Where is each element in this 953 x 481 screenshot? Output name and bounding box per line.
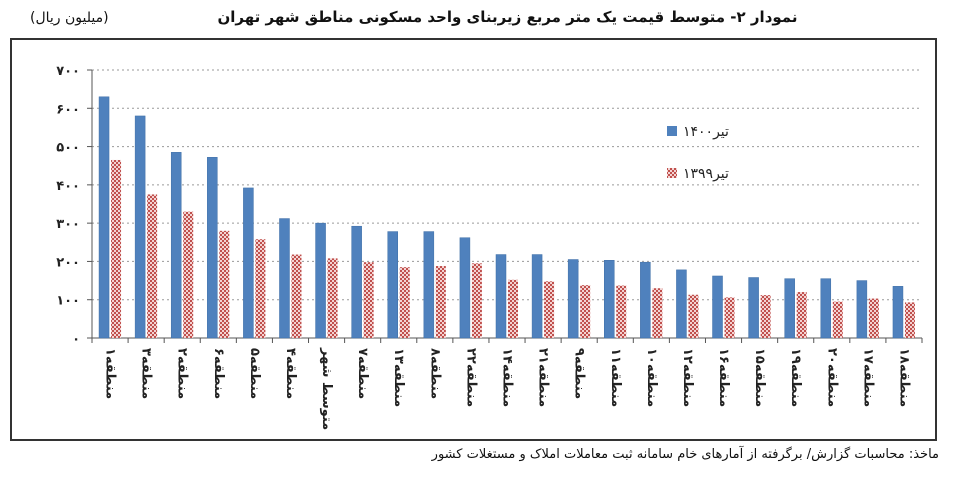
bar-s1399 xyxy=(219,230,230,338)
legend-swatch xyxy=(667,168,677,178)
x-tick-label: منطقه۲۰ xyxy=(824,348,839,407)
bar-s1400 xyxy=(243,187,254,339)
bar-s1400 xyxy=(495,254,507,339)
bar-s1399 xyxy=(724,297,735,338)
x-tick-label: منطقه۱۸ xyxy=(896,348,911,407)
source-note: ماخذ: محاسبات گزارش/ برگرفته از آمارهای … xyxy=(431,447,939,462)
bar-s1400 xyxy=(748,277,759,339)
bar-s1400 xyxy=(856,280,868,339)
x-tick-label: متوسط شهر xyxy=(319,347,334,430)
x-tick-label: منطقه۱۳ xyxy=(391,348,406,407)
bar-s1399 xyxy=(363,262,374,338)
bar-s1399 xyxy=(868,298,879,338)
y-tick-label: ۷۰۰ xyxy=(56,64,80,79)
axes: ۰ ۱۰۰ ۲۰۰ ۳۰۰ ۴۰۰ ۵۰۰ ۶۰۰ ۷۰۰ xyxy=(56,64,923,347)
bar-s1400 xyxy=(784,278,795,339)
bar-s1400 xyxy=(387,231,398,339)
bar-s1399 xyxy=(399,267,410,338)
bar-s1400 xyxy=(134,115,146,339)
grid-lines xyxy=(92,69,922,301)
y-tick-label: ۰ xyxy=(72,332,80,347)
x-tick-label: منطقه۳ xyxy=(139,348,154,399)
bar-s1400 xyxy=(315,222,326,339)
bar-s1400 xyxy=(820,278,832,339)
bar-s1399 xyxy=(111,159,122,338)
chart-title: نمودار ۲- متوسط قیمت یک متر مربع زیربنای… xyxy=(217,8,798,26)
bar-s1400 xyxy=(279,218,290,339)
bar-s1400 xyxy=(712,275,723,339)
bar-s1399 xyxy=(832,301,843,338)
unit-label: (میلیون ریال) xyxy=(30,10,109,26)
bar-s1399 xyxy=(544,281,555,338)
bar-s1399 xyxy=(255,239,266,338)
bar-s1400 xyxy=(567,259,579,339)
x-tick-label: منطقه۵ xyxy=(247,348,262,399)
x-tick-label: منطقه۴ xyxy=(283,348,298,399)
bar-s1399 xyxy=(327,258,338,338)
bar-s1399 xyxy=(904,302,915,338)
x-tick-label: منطقه۷ xyxy=(355,348,370,399)
bar-s1400 xyxy=(459,237,471,339)
bar-s1399 xyxy=(580,285,591,338)
bar-s1400 xyxy=(531,254,543,339)
bar-s1399 xyxy=(291,254,302,338)
x-tick-label: منطقه۱۱ xyxy=(608,348,623,407)
chart-frame: ۰ ۱۰۰ ۲۰۰ ۳۰۰ ۴۰۰ ۵۰۰ ۶۰۰ ۷۰۰ منطقه۱ منطقه۳ منطقه… xyxy=(10,38,937,441)
bar-s1399 xyxy=(652,288,663,338)
bar-s1400 xyxy=(604,260,615,339)
bar-s1399 xyxy=(760,295,771,338)
bar-s1400 xyxy=(892,286,904,339)
y-tick-label: ۱۰۰ xyxy=(56,294,80,309)
bar-s1400 xyxy=(676,269,687,339)
bar-s1399 xyxy=(471,263,482,338)
x-tick-label: منطقه۱۵ xyxy=(752,348,767,407)
x-tick-label: منطقه۱۰ xyxy=(644,348,659,407)
x-tick-label: منطقه۶ xyxy=(211,348,226,399)
y-tick-label: ۳۰۰ xyxy=(56,217,80,232)
x-tick-label: منطقه۸ xyxy=(427,348,442,399)
bar-s1400 xyxy=(98,96,110,339)
bar-s1399 xyxy=(147,194,158,338)
x-tick-label: منطقه۹ xyxy=(572,348,587,399)
bar-s1400 xyxy=(423,231,435,339)
x-tick-labels: منطقه۱ منطقه۳ منطقه۲ منطقه۶ منطقه۵ منطقه۴ متوس… xyxy=(103,347,912,430)
y-tick-label: ۴۰۰ xyxy=(56,179,80,194)
bar-s1399 xyxy=(508,279,518,338)
legend-label: تیر۱۴۰۰ xyxy=(683,124,729,140)
bar-s1400 xyxy=(207,157,218,339)
x-tick-label: منطقه۲۲ xyxy=(463,348,478,407)
x-tick-label: منطقه۲۱ xyxy=(536,348,551,407)
bars xyxy=(98,96,915,339)
x-tick-label: منطقه۱۲ xyxy=(680,348,695,407)
bar-s1399 xyxy=(688,294,699,338)
x-tick-label: منطقه۱۴ xyxy=(500,348,515,407)
x-tick-label: منطقه۱۶ xyxy=(716,348,731,407)
bar-s1399 xyxy=(183,211,194,338)
x-tick-label: منطقه۱ xyxy=(103,348,118,399)
y-tick-label: ۲۰۰ xyxy=(56,255,80,270)
legend-swatch xyxy=(667,126,677,136)
y-tick-label: ۶۰۰ xyxy=(56,102,80,117)
bar-s1400 xyxy=(640,261,651,339)
legend: تیر۱۴۰۰ تیر۱۳۹۹ xyxy=(667,124,729,182)
bar-s1399 xyxy=(796,292,807,338)
bar-s1400 xyxy=(351,225,362,339)
bar-s1399 xyxy=(616,285,627,338)
x-tick-label: منطقه۱۷ xyxy=(860,348,875,407)
x-tick-label: منطقه۲ xyxy=(175,348,190,399)
legend-label: تیر۱۳۹۹ xyxy=(683,166,729,182)
bar-s1400 xyxy=(170,152,182,339)
bar-s1399 xyxy=(435,266,446,338)
y-tick-label: ۵۰۰ xyxy=(56,141,80,156)
x-tick-label: منطقه۱۹ xyxy=(788,348,803,407)
